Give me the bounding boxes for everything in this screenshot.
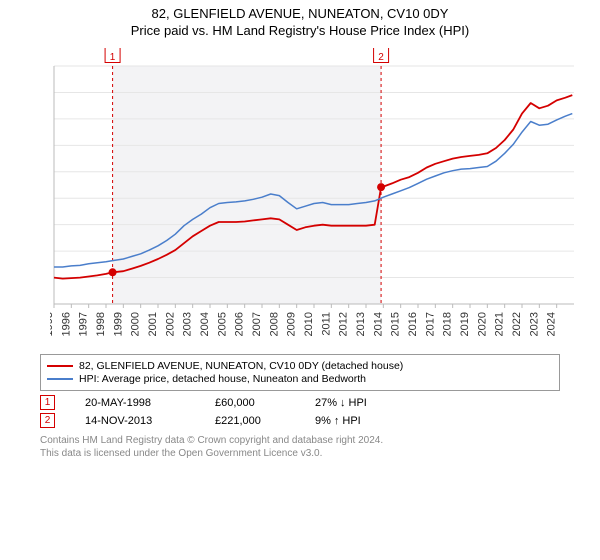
svg-text:2022: 2022 <box>511 312 523 336</box>
svg-text:2005: 2005 <box>216 312 228 336</box>
footer-line2: This data is licensed under the Open Gov… <box>40 447 560 460</box>
svg-text:2001: 2001 <box>147 312 159 336</box>
marker-date-2: 14-NOV-2013 <box>85 415 185 427</box>
svg-text:2004: 2004 <box>199 312 211 336</box>
svg-text:2016: 2016 <box>407 312 419 336</box>
title-line1: 82, GLENFIELD AVENUE, NUNEATON, CV10 0DY <box>0 6 600 21</box>
marker-diff-2: 9% ↑ HPI <box>315 415 361 427</box>
marker-price-1: £60,000 <box>215 397 285 409</box>
arrow-down-icon: ↓ <box>340 397 346 409</box>
svg-text:2013: 2013 <box>355 312 367 336</box>
legend-row-subject: 82, GLENFIELD AVENUE, NUNEATON, CV10 0DY… <box>47 360 553 372</box>
svg-text:2003: 2003 <box>182 312 194 336</box>
svg-text:2018: 2018 <box>442 312 454 336</box>
chart-container: 82, GLENFIELD AVENUE, NUNEATON, CV10 0DY… <box>0 0 600 560</box>
svg-text:1998: 1998 <box>95 312 107 336</box>
svg-text:2019: 2019 <box>459 312 471 336</box>
svg-text:2002: 2002 <box>164 312 176 336</box>
legend-swatch-hpi <box>47 378 73 380</box>
legend-row-hpi: HPI: Average price, detached house, Nune… <box>47 373 553 385</box>
svg-text:2020: 2020 <box>476 312 488 336</box>
svg-text:2: 2 <box>378 52 384 63</box>
svg-text:1995: 1995 <box>50 312 55 336</box>
arrow-up-icon: ↑ <box>334 415 340 427</box>
footer-line1: Contains HM Land Registry data © Crown c… <box>40 434 560 447</box>
svg-text:1997: 1997 <box>78 312 90 336</box>
svg-text:2006: 2006 <box>234 312 246 336</box>
svg-text:2015: 2015 <box>390 312 402 336</box>
svg-text:2010: 2010 <box>303 312 315 336</box>
footer: Contains HM Land Registry data © Crown c… <box>40 434 560 460</box>
svg-text:1996: 1996 <box>60 312 72 336</box>
marker-row-2: 2 14-NOV-2013 £221,000 9% ↑ HPI <box>40 413 560 428</box>
svg-text:2008: 2008 <box>268 312 280 336</box>
marker-badge-1: 1 <box>40 395 55 410</box>
chart-area: £0£50K£100K£150K£200K£250K£300K£350K£400… <box>50 48 588 348</box>
svg-text:2012: 2012 <box>338 312 350 336</box>
svg-text:2021: 2021 <box>494 312 506 336</box>
svg-text:2000: 2000 <box>130 312 142 336</box>
svg-text:1999: 1999 <box>112 312 124 336</box>
svg-text:2011: 2011 <box>320 312 332 336</box>
svg-text:2024: 2024 <box>546 312 558 336</box>
svg-text:2014: 2014 <box>372 312 384 336</box>
svg-text:2023: 2023 <box>528 312 540 336</box>
svg-text:2017: 2017 <box>424 312 436 336</box>
marker-table: 1 20-MAY-1998 £60,000 27% ↓ HPI 2 14-NOV… <box>40 395 560 428</box>
marker-row-1: 1 20-MAY-1998 £60,000 27% ↓ HPI <box>40 395 560 410</box>
marker-price-2: £221,000 <box>215 415 285 427</box>
legend-swatch-subject <box>47 365 73 367</box>
svg-text:1: 1 <box>110 52 116 63</box>
marker-badge-2: 2 <box>40 413 55 428</box>
svg-text:2007: 2007 <box>251 312 263 336</box>
svg-text:2009: 2009 <box>286 312 298 336</box>
title-line2: Price paid vs. HM Land Registry's House … <box>0 23 600 38</box>
legend-label-hpi: HPI: Average price, detached house, Nune… <box>79 373 366 385</box>
title-block: 82, GLENFIELD AVENUE, NUNEATON, CV10 0DY… <box>0 0 600 40</box>
marker-date-1: 20-MAY-1998 <box>85 397 185 409</box>
marker-diff-1: 27% ↓ HPI <box>315 397 367 409</box>
legend-box: 82, GLENFIELD AVENUE, NUNEATON, CV10 0DY… <box>40 354 560 391</box>
chart-svg: £0£50K£100K£150K£200K£250K£300K£350K£400… <box>50 48 580 348</box>
legend-label-subject: 82, GLENFIELD AVENUE, NUNEATON, CV10 0DY… <box>79 360 403 372</box>
